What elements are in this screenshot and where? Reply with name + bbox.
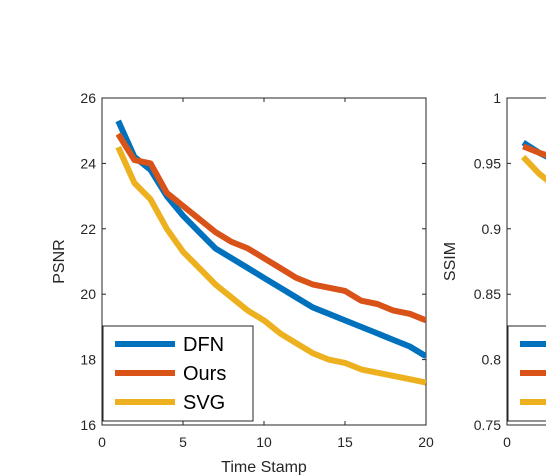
series-line-ours [115,132,426,324]
x-tick-label: 5 [179,434,187,450]
series-lines [521,139,546,184]
x-tick-label: 0 [98,434,106,450]
series-line-ours [522,143,546,159]
psnr-chart: 16 18 20 22 24 26 0 5 10 15 20 Time Stamp PSNR DFN Our… [51,90,434,475]
x-tick-label: 0 [503,434,511,450]
x-tick-label: 15 [337,434,353,450]
ssim-chart: 0.75 0.8 0.85 0.9 0.95 1 0 SSIM [442,90,546,450]
series-lines [115,119,426,386]
y-tick-label: 20 [80,286,96,302]
y-tick-label: 18 [80,352,96,368]
y-tick-label: 16 [80,417,96,433]
y-tick-label: 1 [493,90,501,106]
series-line-svg [521,154,546,184]
legend-label-svg: SVG [183,392,225,414]
x-tick-label: 10 [256,434,272,450]
legend-label-dfn: DFN [183,334,224,356]
y-axis-label: PSNR [51,239,68,283]
y-tick-label: 26 [80,90,96,106]
y-tick-label: 0.85 [474,286,501,302]
series-line-dfn [115,119,426,359]
y-tick-label: 0.9 [482,221,502,237]
legend [507,325,546,422]
legend-label-ours: Ours [183,363,226,385]
y-tick-label: 24 [80,155,96,171]
plot-area-frame [506,97,546,426]
y-tick-label: 0.75 [474,417,501,433]
legend: DFN Ours SVG [102,325,254,422]
y-tick-label: 0.8 [482,352,502,368]
y-axis-label: SSIM [442,242,459,281]
series-line-svg [115,145,426,386]
y-tick-label: 22 [80,221,96,237]
x-tick-label: 20 [418,434,434,450]
x-axis-label: Time Stamp [221,459,307,475]
y-tick-label: 0.95 [474,155,501,171]
